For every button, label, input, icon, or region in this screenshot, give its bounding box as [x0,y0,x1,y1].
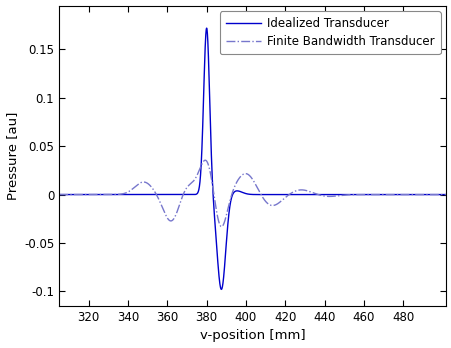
Idealized Transducer [285,192,290,197]
Idealized Transducer [56,192,62,197]
Idealized Transducer [364,192,369,197]
Y-axis label: Pressure [au]: Pressure [au] [5,112,18,200]
Finite Bandwidth Transducer [364,192,369,197]
Idealized Transducer [218,287,224,292]
Idealized Transducer [443,192,448,197]
Finite Bandwidth Transducer [218,224,224,229]
Finite Bandwidth Transducer [202,158,207,162]
Idealized Transducer [76,192,81,197]
Line: Finite Bandwidth Transducer: Finite Bandwidth Transducer [59,160,446,227]
Idealized Transducer [196,184,202,188]
Finite Bandwidth Transducer [76,192,81,197]
Finite Bandwidth Transducer [56,192,62,197]
Idealized Transducer [343,192,348,197]
Finite Bandwidth Transducer [196,168,202,172]
Line: Idealized Transducer: Idealized Transducer [59,28,446,290]
Idealized Transducer [203,26,209,30]
Idealized Transducer [302,192,308,197]
Finite Bandwidth Transducer [285,193,290,197]
X-axis label: v-position [mm]: v-position [mm] [200,330,305,342]
Finite Bandwidth Transducer [343,193,348,197]
Finite Bandwidth Transducer [443,192,448,197]
Legend: Idealized Transducer, Finite Bandwidth Transducer: Idealized Transducer, Finite Bandwidth T… [219,11,440,54]
Finite Bandwidth Transducer [302,188,308,192]
